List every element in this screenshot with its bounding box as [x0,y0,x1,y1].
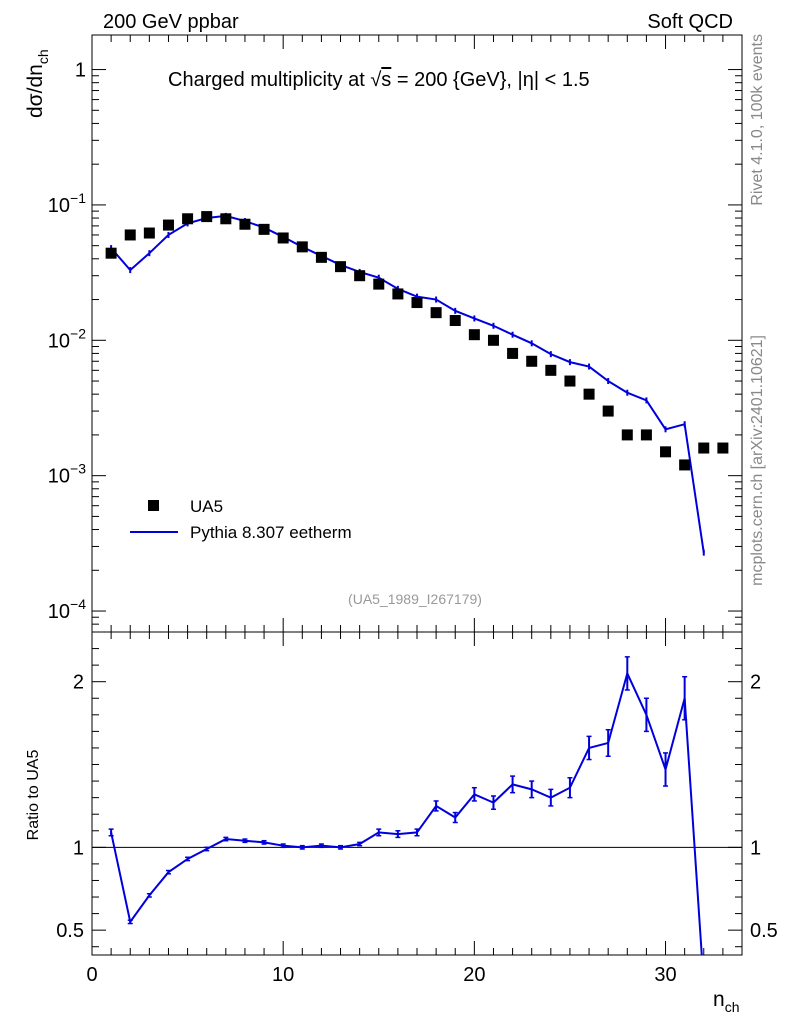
ratio-series-line [110,670,703,955]
ua5-data-point [507,347,519,359]
ua5-data-point [487,334,499,346]
ua5-data-point [602,405,614,417]
main-plot-frame [91,34,743,633]
main-y-tick-label: 1 [75,60,86,82]
ua5-data-point [621,429,633,441]
title-prefix: Charged multiplicity at [168,69,370,91]
ua5-data-point [296,241,308,253]
title-suffix: = 200 {GeV}, |η| < 1.5 [391,69,589,91]
ua5-data-point [660,446,672,458]
ratio-y-tick-label: 2 [73,672,84,694]
ua5-data-point [717,442,729,454]
main-y-axis-label: dσ/dnch [24,49,51,118]
legend-marker-ua5 [148,500,159,511]
ratio-plot-frame [91,631,743,956]
legend: UA5 Pythia 8.307 eetherm [130,497,352,542]
mcplots-reference-label: mcplots.cern.ch [arXiv:2401.10621] [749,335,766,586]
ratio-series-group [108,656,703,955]
rivet-version-label: Rivet 4.1.0, 100k events [749,34,766,206]
ratio-y-tick-label-right: 1 [750,837,761,859]
main-plot-area: 1 10−1 10−2 10−3 10−4 [48,34,743,633]
ua5-data-point [354,270,366,282]
title-s: s [381,69,391,91]
main-y-tick-label: 10−1 [48,190,86,217]
ua5-data-point [698,442,710,454]
legend-label-pythia: Pythia 8.307 eetherm [190,523,352,542]
ua5-data-point [411,297,423,309]
ua5-data-point [373,278,385,290]
ua5-data-point [277,232,289,244]
ua5-data-point [182,213,194,225]
ratio-plot-area: 0 10 20 30 0.5 0.5 1 1 2 2 [56,631,778,986]
legend-label-ua5: UA5 [190,497,223,516]
header-right-label: Soft QCD [647,11,733,33]
ua5-data-point [162,219,174,231]
title-sqrt: √ [370,69,381,91]
ua5-data-point [392,288,404,300]
ua5-data-point [239,218,251,230]
analysis-watermark: (UA5_1989_I267179) [348,591,482,607]
ua5-data-point [564,375,576,387]
main-y-tick-label: 10−3 [48,461,86,488]
x-tick-label: 20 [463,964,485,986]
x-tick-label: 10 [272,964,294,986]
x-axis-label: nch [713,988,739,1015]
header-left-label: 200 GeV ppbar [103,11,239,33]
ua5-data-point [315,251,327,263]
ua5-data-point [105,247,117,259]
ua5-data-point [449,315,461,327]
ua5-data-point [335,261,347,273]
ua5-data-point [468,329,480,341]
ua5-data-point [201,211,213,223]
ua5-data-point [640,429,652,441]
x-tick-label: 30 [654,964,676,986]
ratio-y-tick-label-right: 2 [750,672,761,694]
x-tick-label: 0 [86,964,97,986]
ua5-data-point [545,364,557,376]
ratio-y-tick-label-right: 0.5 [750,920,778,942]
main-y-tick-label: 10−4 [48,596,86,623]
ua5-data-point [124,229,136,241]
ua5-data-point [143,227,155,239]
ua5-data-point [430,307,442,319]
ua5-data-point [258,223,270,235]
ratio-y-tick-label: 0.5 [56,920,84,942]
ua5-data-point [679,459,691,471]
ua5-data-point [526,355,538,367]
ratio-y-tick-label: 1 [73,837,84,859]
ratio-y-axis-label: Ratio to UA5 [25,750,42,841]
main-plot-title: Charged multiplicity at √s = 200 {GeV}, … [168,69,590,91]
ua5-data-point [583,388,595,400]
ua5-data-point [220,213,232,225]
main-y-tick-label: 10−2 [48,325,86,352]
